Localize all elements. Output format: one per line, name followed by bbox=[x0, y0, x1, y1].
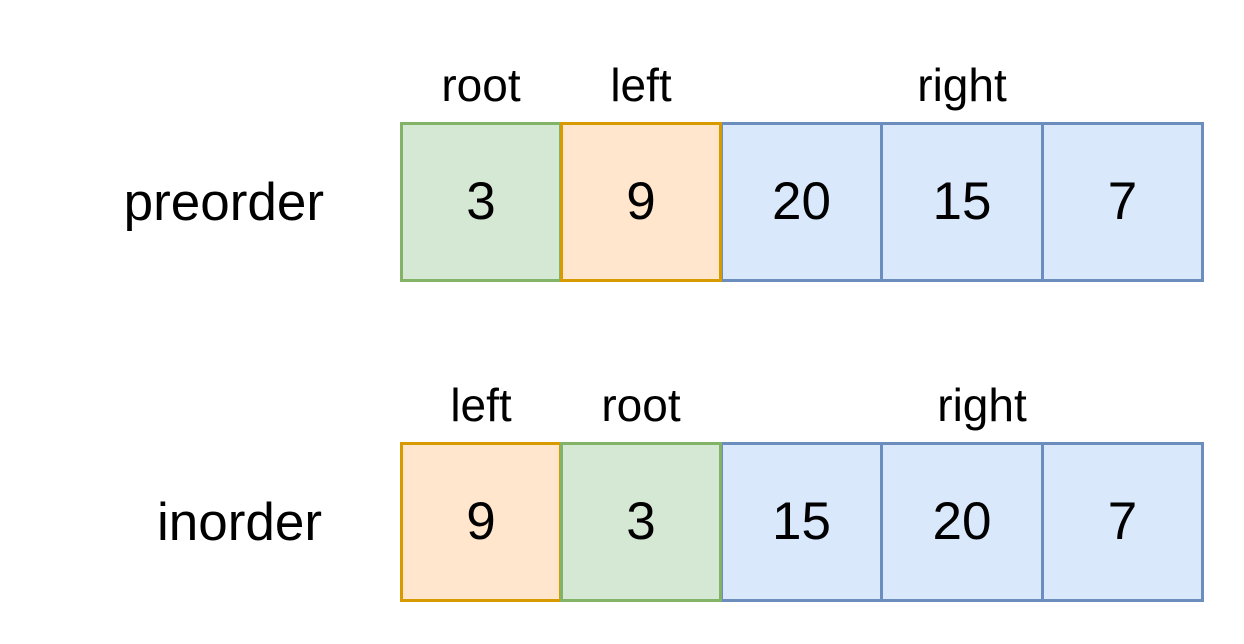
preorder-cell-2: 20 bbox=[720, 122, 883, 282]
inorder-cell-1: 3 bbox=[560, 442, 722, 602]
inorder-segment-right-label: right bbox=[937, 379, 1027, 431]
preorder-label: preorder bbox=[123, 173, 324, 232]
inorder-segment-root-label: root bbox=[601, 379, 681, 431]
preorder-segment-right-label: right bbox=[917, 59, 1007, 111]
inorder-cell-2: 15 bbox=[720, 442, 883, 602]
preorder-cell-3: 15 bbox=[880, 122, 1044, 282]
preorder-cell-1: 9 bbox=[560, 122, 722, 282]
inorder-label: inorder bbox=[157, 493, 322, 552]
preorder-cell-4: 7 bbox=[1041, 122, 1204, 282]
preorder-cell-0: 3 bbox=[400, 122, 562, 282]
inorder-cell-0: 9 bbox=[400, 442, 562, 602]
inorder-segment-left-label: left bbox=[450, 379, 512, 431]
inorder-cell-3: 20 bbox=[880, 442, 1044, 602]
inorder-cell-4: 7 bbox=[1041, 442, 1204, 602]
preorder-segment-root-label: root bbox=[441, 59, 521, 111]
inorder-row: inorder left root right 15 20 7 9 3 bbox=[0, 320, 1244, 644]
preorder-row: preorder root left right 20 15 7 3 9 bbox=[0, 0, 1244, 320]
preorder-segment-left-label: left bbox=[610, 59, 672, 111]
